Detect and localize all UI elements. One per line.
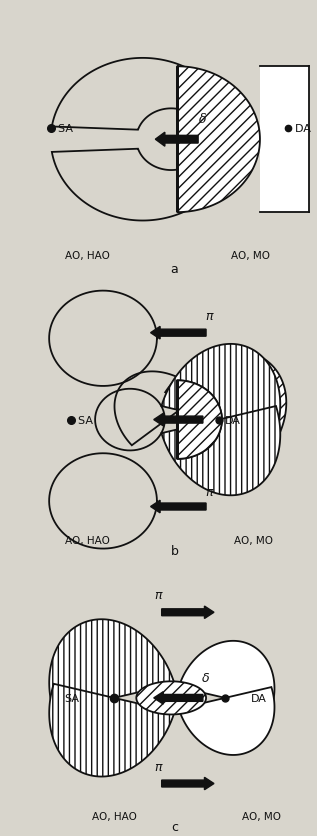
Polygon shape xyxy=(161,344,280,434)
Polygon shape xyxy=(178,381,222,459)
Text: π: π xyxy=(205,309,213,322)
Text: δ: δ xyxy=(202,671,210,685)
Text: a: a xyxy=(171,263,178,276)
Text: δ: δ xyxy=(202,395,210,408)
FancyArrow shape xyxy=(151,327,206,339)
Polygon shape xyxy=(178,381,222,459)
Polygon shape xyxy=(260,67,309,213)
Text: AO, HAO: AO, HAO xyxy=(65,535,110,545)
Polygon shape xyxy=(165,351,286,447)
Text: DA: DA xyxy=(250,693,266,703)
Polygon shape xyxy=(49,684,174,777)
Text: AO, HAO: AO, HAO xyxy=(65,251,110,261)
Polygon shape xyxy=(136,681,206,715)
Text: AO, MO: AO, MO xyxy=(234,535,273,545)
Text: b: b xyxy=(171,544,178,558)
Text: AO, MO: AO, MO xyxy=(231,251,270,261)
Polygon shape xyxy=(179,641,275,709)
FancyArrow shape xyxy=(154,414,203,426)
Text: π: π xyxy=(155,760,162,772)
Text: DA: DA xyxy=(225,415,241,425)
Polygon shape xyxy=(49,619,174,712)
FancyArrow shape xyxy=(154,692,203,704)
Text: π: π xyxy=(155,589,162,602)
Text: SA: SA xyxy=(64,693,79,703)
Text: AO, MO: AO, MO xyxy=(242,812,281,822)
Text: SA: SA xyxy=(71,415,93,425)
Text: c: c xyxy=(171,820,178,833)
Polygon shape xyxy=(178,67,260,213)
FancyArrow shape xyxy=(162,606,214,619)
Text: π: π xyxy=(205,486,213,499)
FancyArrow shape xyxy=(151,501,206,513)
Text: DA: DA xyxy=(288,124,311,134)
Text: SA: SA xyxy=(51,124,73,134)
Polygon shape xyxy=(114,372,201,446)
FancyArrow shape xyxy=(155,133,198,147)
FancyArrow shape xyxy=(162,777,214,790)
Polygon shape xyxy=(161,406,280,496)
Text: AO, HAO: AO, HAO xyxy=(92,812,137,822)
Text: δ: δ xyxy=(199,113,207,126)
Polygon shape xyxy=(52,59,233,130)
Polygon shape xyxy=(179,687,275,755)
Polygon shape xyxy=(52,150,233,222)
